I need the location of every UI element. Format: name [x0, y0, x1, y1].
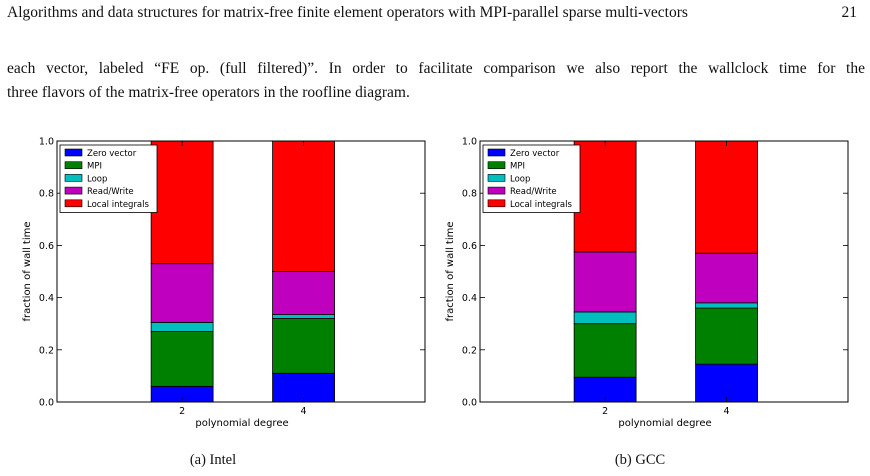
y-tick-label: 0.0 — [462, 398, 477, 409]
bar-segment — [695, 307, 758, 365]
bar-segment — [150, 331, 214, 387]
legend-label: Zero vector — [87, 149, 137, 159]
y-tick-label: 0.0 — [39, 398, 54, 409]
x-tick-label: 2 — [179, 406, 185, 417]
bar-segment — [573, 251, 637, 313]
bar-segment — [150, 263, 214, 323]
running-head: Algorithms and data structures for matri… — [7, 4, 857, 24]
legend-label: MPI — [510, 162, 525, 172]
legend-label: Local integrals — [510, 200, 573, 210]
caption-gcc: (b) GCC — [614, 452, 666, 468]
legend-label: Read/Write — [510, 187, 557, 197]
paragraph-line: three flavors of the matrix-free operato… — [7, 84, 410, 101]
bar-segment — [272, 318, 335, 374]
chart-gcc-svg: 0.0 0.2 0.4 0.6 0.8 1.0 2 4 polynomial degree fra… — [445, 137, 849, 429]
x-tick-label: 2 — [602, 406, 608, 417]
legend-swatch — [487, 199, 506, 208]
y-tick-label: 0.2 — [462, 345, 477, 356]
plot-frame — [479, 140, 849, 403]
chart-gcc: 0.0 0.2 0.4 0.6 0.8 1.0 2 4 polynomial degree fra… — [443, 128, 853, 438]
bar-segment — [272, 140, 335, 272]
legend-swatch — [487, 148, 506, 157]
legend-swatch — [64, 174, 83, 182]
legend-label: MPI — [87, 162, 102, 172]
x-axis-label: polynomial degree — [618, 418, 711, 429]
page-number: 21 — [841, 4, 858, 21]
body-paragraph: each vector, labeled “FE op. (full filte… — [7, 57, 865, 105]
bar-segment — [150, 321, 214, 332]
y-tick-label: 1.0 — [39, 137, 54, 148]
y-tick-label: 0.8 — [462, 189, 477, 200]
y-axis-label: fraction of wall time — [22, 221, 33, 321]
bar-segment — [272, 314, 335, 319]
bar-segment — [150, 140, 214, 265]
legend-swatch — [64, 199, 83, 208]
legend-swatch — [487, 174, 506, 182]
bar-segment — [695, 302, 758, 309]
legend-swatch — [64, 161, 83, 170]
y-tick-label: 0.6 — [462, 241, 477, 252]
paragraph-line: each vector, labeled “FE op. (full filte… — [7, 60, 865, 77]
y-tick-label: 1.0 — [462, 137, 477, 148]
legend-label: Loop — [510, 174, 530, 184]
legend-label: Loop — [87, 174, 107, 184]
legend-label: Zero vector — [510, 149, 560, 159]
y-tick-label: 0.4 — [462, 293, 477, 304]
bar-segment — [573, 140, 637, 253]
y-tick-label: 0.8 — [39, 189, 54, 200]
chart-intel: 0.0 0.2 0.4 0.6 0.8 1.0 2 4 polynomial degree fra… — [20, 128, 430, 438]
caption-intel: (a) Intel — [189, 452, 237, 468]
x-tick-label: 4 — [301, 406, 307, 417]
bar-segment — [573, 323, 637, 378]
plot-frame — [56, 140, 426, 403]
y-tick-label: 0.2 — [39, 345, 54, 356]
legend-swatch — [64, 148, 83, 157]
x-axis-label: polynomial degree — [195, 418, 288, 429]
bar-segment — [695, 252, 758, 304]
bar-segment — [695, 363, 758, 403]
y-axis-label: fraction of wall time — [445, 221, 456, 321]
legend-label: Local integrals — [87, 200, 150, 210]
bar-segment — [695, 140, 758, 254]
legend-label: Read/Write — [87, 187, 134, 197]
chart-intel-svg: 0.0 0.2 0.4 0.6 0.8 1.0 2 4 polynomial degree fra… — [22, 137, 426, 429]
y-tick-label: 0.4 — [39, 293, 54, 304]
legend-swatch — [64, 186, 83, 195]
legend-swatch — [487, 186, 506, 195]
bar-segment — [272, 271, 335, 315]
x-tick-label: 4 — [724, 406, 730, 417]
legend-swatch — [487, 161, 506, 170]
bar-segment — [573, 311, 637, 325]
y-tick-label: 0.6 — [39, 241, 54, 252]
running-head-title: Algorithms and data structures for matri… — [7, 4, 688, 21]
